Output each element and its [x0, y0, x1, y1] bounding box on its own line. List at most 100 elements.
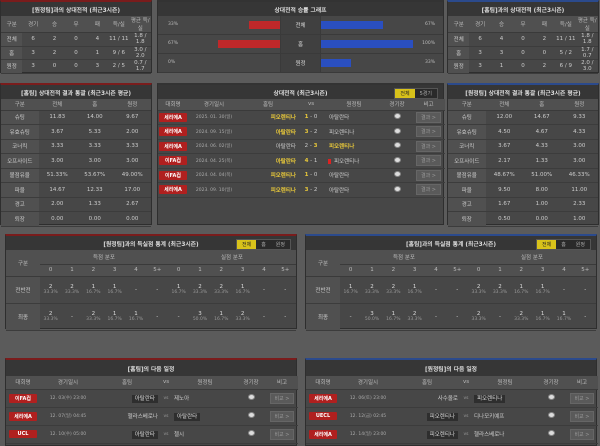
goals-home-table: 구분 득점 분포 실점 분포 0 1 2 3 4 5+ 0 1 2 3 4 5+ 전반전 2 33.3% 2 33.3…: [6, 250, 296, 331]
result-button[interactable]: 결과 >: [416, 140, 441, 152]
result-button[interactable]: 결과 >: [416, 111, 441, 123]
stadium-icon[interactable]: [247, 412, 255, 418]
panel-title: [홈팀] 상대전적 결과 통괄 (최근3시즌 평균): [1, 85, 151, 99]
tab-away[interactable]: 원정: [575, 242, 585, 248]
goal-cell: 2 33.3%: [231, 303, 254, 331]
count: 2: [91, 311, 96, 317]
column-header: 원정팀: [474, 376, 536, 390]
stat-cell: 53.67%: [76, 168, 114, 183]
score: 3 - 2: [296, 182, 326, 198]
goals-away-panel: [홈팀]과의 득실점 통계 (최근3시즌) 전체 홈 원정 구분 득점 분포 실점 …: [305, 234, 597, 331]
home-score: 4: [304, 157, 309, 164]
stadium-icon[interactable]: [393, 156, 401, 163]
league-badge: 세리에A: [159, 141, 187, 151]
stadium-icon[interactable]: [247, 430, 255, 436]
row-label: 오프사이드: [448, 153, 486, 169]
row-label: 홈: [448, 46, 470, 60]
percent: 16.7%: [514, 290, 529, 295]
away-score: 3: [313, 143, 318, 150]
matches-table: 대회명 경기일시 홈팀 vs 원정팀 경기장 비고 세리에A 2025. 01. 30(일) 피오…: [158, 99, 445, 198]
row-label: 최종: [306, 303, 340, 331]
result-button[interactable]: 결과 >: [416, 169, 441, 181]
bucket-header: 5+: [146, 264, 168, 277]
tab-5-games[interactable]: 5경기: [419, 91, 432, 97]
table-row: 코너킥 3.67 4.33 3.00: [448, 139, 598, 154]
percent: 16.7%: [556, 317, 572, 322]
stat-cell: 9.50: [485, 182, 523, 198]
stat-cell: 6: [22, 32, 44, 47]
bucket-header: 5+: [446, 264, 468, 277]
stat-cell: 9.33: [560, 110, 598, 125]
goal-cell: 1 16.7%: [553, 303, 575, 331]
compare-button[interactable]: 비교 >: [269, 428, 295, 440]
stadium-icon[interactable]: [393, 142, 401, 149]
stat-cell: 46.33%: [560, 168, 598, 183]
stadium-icon[interactable]: [547, 394, 555, 400]
score-dash: -: [308, 114, 314, 121]
scored-header: 득점 분포: [40, 250, 168, 265]
score: 2 - 3: [296, 139, 326, 154]
compare-button[interactable]: 비교 >: [569, 410, 595, 422]
table-row: 볼점유율 51.33% 53.67% 49.00%: [1, 168, 151, 183]
row-label: 전반전: [306, 276, 340, 304]
bucket-header: 2: [510, 264, 532, 277]
panel-title: [홈팀]과의 득실점 통계 (최근3시즌) 전체 홈 원정: [306, 236, 596, 250]
result-button[interactable]: 결과 >: [416, 126, 441, 138]
stadium-icon[interactable]: [547, 412, 555, 418]
league-badge: 세리에A: [159, 112, 187, 122]
stat-cell: 4.67: [523, 124, 561, 140]
stat-cell: 3.00: [76, 153, 114, 169]
fixture-row: 세리에A 12. 07(일) 04:45 헬라스베로나 vs 아탈란타 비교 >: [6, 407, 298, 426]
percent: 16.7%: [235, 290, 250, 295]
column-header: 경기장: [536, 376, 566, 390]
header-row: 0 1 2 3 4 5+ 0 1 2 3 4 5+: [306, 264, 596, 277]
percent: 50.0%: [192, 317, 208, 322]
count: 2: [240, 311, 245, 317]
stadium-icon[interactable]: [393, 127, 401, 134]
row-label: 유효슈팅: [1, 124, 39, 140]
count: -: [284, 286, 287, 293]
row-label: 볼점유율: [448, 168, 486, 183]
column-header: 구분: [448, 16, 470, 33]
tab-home[interactable]: 홈: [561, 242, 566, 248]
home-rate: 67%: [168, 41, 179, 46]
tab-all[interactable]: 전체: [236, 240, 257, 249]
graph-row: 33% 전체 67%: [158, 16, 443, 35]
stadium-icon[interactable]: [393, 171, 401, 178]
goal-cell: -: [489, 303, 511, 331]
stadium-icon[interactable]: [547, 430, 555, 436]
row-label: 코너킥: [1, 139, 39, 154]
score: 1 - 0: [296, 168, 326, 183]
fixture-row: 세리에A 12. 06(토) 23:00 사수올로 vs 피오렌티나 비교 >: [306, 389, 598, 408]
goal-cell: 2 33.3%: [489, 276, 511, 304]
bucket-header: 1: [489, 264, 511, 277]
tab-away[interactable]: 원정: [275, 242, 285, 248]
panel-title: [홈팀]과의 상대전적 (최근3시즌): [448, 2, 598, 16]
stat-cell: 3: [469, 46, 491, 60]
percent: 16.7%: [107, 317, 122, 322]
stat-cell: 48.67%: [485, 168, 523, 183]
compare-button[interactable]: 비교 >: [269, 392, 295, 404]
stadium-icon[interactable]: [247, 394, 255, 400]
stat-cell: 11.83: [38, 110, 76, 125]
compare-button[interactable]: 비교 >: [269, 410, 295, 422]
result-button[interactable]: 결과 >: [416, 155, 441, 167]
compare-button[interactable]: 비교 >: [569, 428, 595, 440]
panel-title: [원정팀]과의 상대전적 (최근3시즌): [1, 2, 151, 16]
stat-cell: 2 / 5: [108, 59, 130, 74]
tab-all[interactable]: 전체: [536, 240, 557, 249]
result-button[interactable]: 결과 >: [416, 184, 441, 196]
match-row: 세리에A 2024. 06. 02(일) 아탈란타 2 - 3 피오렌티나 결과 >: [158, 139, 445, 154]
stat-cell: 12.33: [76, 182, 114, 198]
h2h-home-panel: [원정팀]과의 상대전적 (최근3시즌) 구분 경기 승 무 패 득/실 평균 득/실 전체 6…: [0, 0, 152, 74]
column-header: 대회명: [158, 99, 188, 111]
compare-button[interactable]: 비교 >: [569, 392, 595, 404]
stadium-icon[interactable]: [393, 113, 401, 120]
tab-all[interactable]: 전체: [395, 89, 415, 98]
row-label: 경고: [448, 197, 486, 212]
tab-home[interactable]: 홈: [261, 242, 266, 248]
stadium-icon[interactable]: [393, 185, 401, 192]
home-team: 아탈란타: [240, 124, 296, 140]
count: 1: [540, 311, 545, 317]
